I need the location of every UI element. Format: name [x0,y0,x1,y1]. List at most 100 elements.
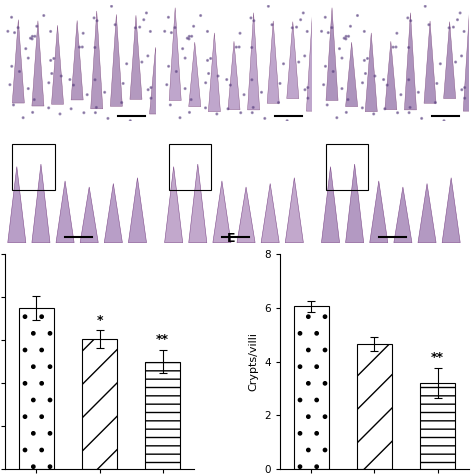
Point [108,2,115,10]
Point [182,85,189,92]
Polygon shape [365,33,377,112]
Point [132,24,139,32]
Point [8,13,15,21]
Point [406,104,414,111]
Point [33,22,41,30]
Point [407,17,414,25]
Point [104,115,112,122]
Point [458,86,465,93]
Point [145,86,152,93]
Point [6,81,14,89]
Point [213,110,220,118]
Point [320,81,328,89]
Point [118,99,126,106]
Point [183,35,191,42]
Point [140,16,147,24]
Point [223,76,230,83]
Point [25,85,32,92]
Point [136,23,144,31]
Point [197,12,204,19]
Point [404,14,411,22]
Point [66,76,73,83]
Text: B: B [154,0,164,2]
Point [179,45,186,53]
Bar [19,308,54,469]
Point [207,55,214,62]
Point [57,72,65,80]
Point [143,9,150,17]
Point [4,27,12,35]
Point [164,13,172,21]
Point [456,9,464,17]
Text: A: A [0,0,7,2]
Point [461,84,468,91]
Point [394,109,401,117]
Point [25,55,32,62]
Point [236,43,243,51]
Point [165,63,173,70]
Point [163,81,171,89]
Point [190,22,197,30]
Polygon shape [32,164,50,243]
Point [173,68,180,75]
Point [280,60,287,68]
Bar [146,362,180,469]
Point [289,24,296,32]
Point [304,94,312,102]
Point [452,58,459,66]
Polygon shape [261,183,279,243]
Point [247,14,255,22]
Point [248,44,255,51]
Point [303,27,311,35]
Polygon shape [285,178,303,243]
Point [275,99,283,106]
Bar [82,339,117,469]
Point [300,9,307,17]
Point [11,29,18,36]
Point [359,79,366,87]
Point [358,104,366,112]
Point [50,55,58,62]
Polygon shape [164,167,182,243]
Polygon shape [130,15,142,100]
Point [30,96,38,103]
Point [56,110,64,118]
Polygon shape [346,42,358,107]
Point [250,17,258,25]
Point [9,101,17,109]
Point [79,43,86,51]
Polygon shape [209,33,220,112]
Point [182,55,189,62]
Point [304,84,311,91]
Text: *: * [96,313,103,327]
Point [268,21,276,28]
Point [202,104,210,112]
Point [381,105,389,113]
Point [76,43,83,51]
Polygon shape [8,167,26,243]
Polygon shape [189,42,201,107]
Point [22,45,29,53]
Point [248,109,256,117]
Polygon shape [12,20,24,103]
Point [29,109,36,116]
Polygon shape [189,164,207,243]
Point [392,43,400,51]
Point [361,27,368,35]
Point [91,44,99,51]
Polygon shape [346,164,364,243]
Point [323,101,331,109]
Point [188,33,195,40]
Point [91,76,99,83]
Point [248,76,255,83]
Point [224,105,232,113]
Point [342,35,350,43]
Point [380,76,387,83]
Point [318,27,325,35]
Point [297,16,304,24]
Bar [326,144,368,190]
Point [295,58,302,66]
Point [161,27,168,35]
Point [333,114,341,121]
Point [204,56,211,64]
